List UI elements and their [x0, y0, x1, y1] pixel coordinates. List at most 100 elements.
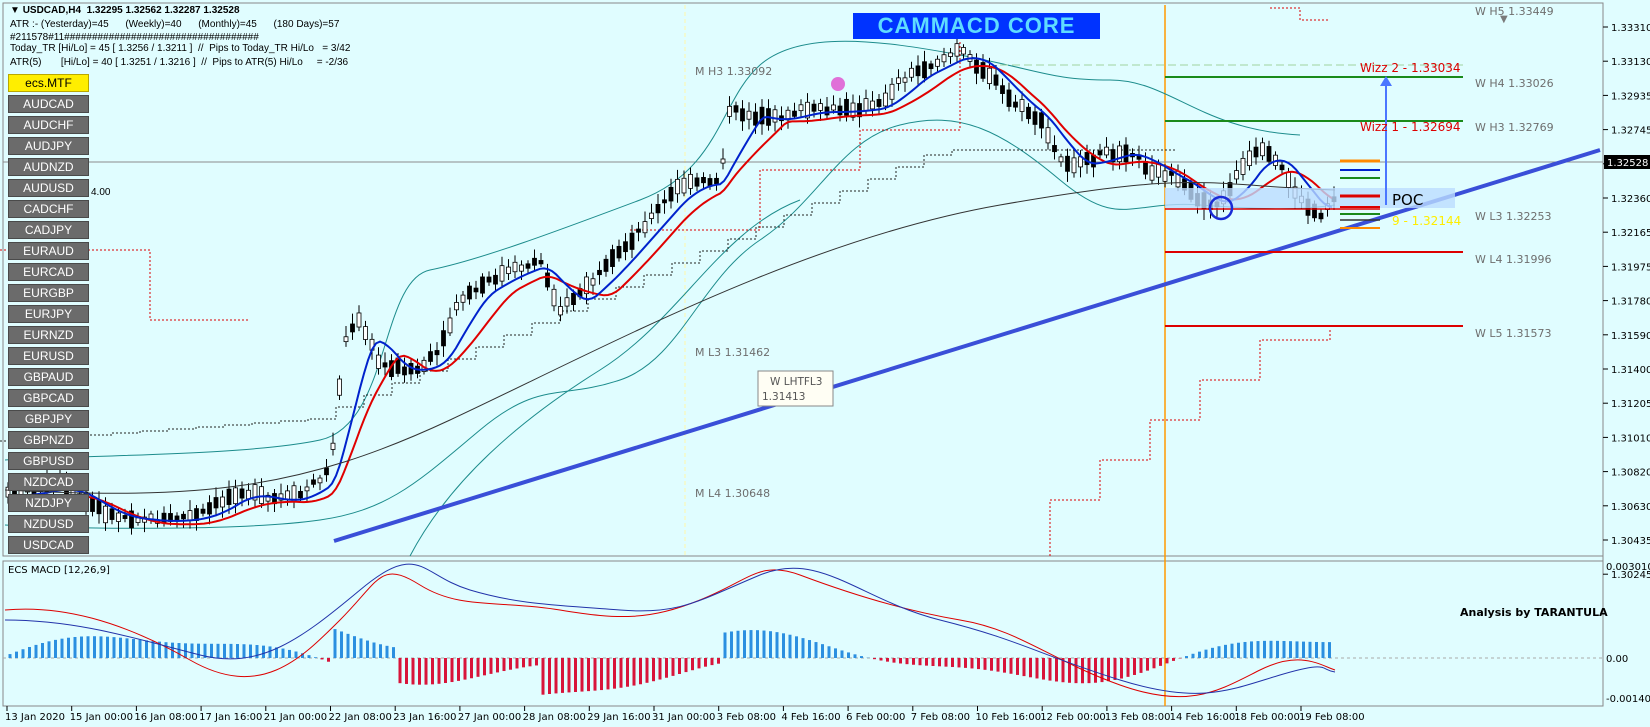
price-tick: 1.32745	[1611, 126, 1650, 137]
w-h5-label: W H5 1.33449	[1475, 5, 1554, 18]
time-tick: 6 Feb 00:00	[846, 712, 905, 723]
current-price-tag	[1604, 155, 1650, 169]
m-h3-label: M H3 1.33092	[695, 65, 772, 78]
sidebar-item-eurusd[interactable]: EURUSD	[8, 347, 89, 365]
sidebar-item-cadchf[interactable]: CADCHF	[8, 200, 89, 218]
bollinger-bands	[4, 40, 1336, 557]
time-axis[interactable]: 13 Jan 2020 15 Jan 00:00 16 Jan 08:00 17 Ja…	[5, 706, 1365, 723]
sidebar-item-audcad[interactable]: AUDCAD	[8, 95, 89, 113]
separator-line: #211578#11##############################…	[10, 32, 259, 43]
time-tick: 4 Feb 16:00	[781, 712, 840, 723]
atr-line: ATR :- (Yesterday)=45 (Weekly)=40 (Month…	[10, 19, 340, 30]
sidebar-item-audchf[interactable]: AUDCHF	[8, 116, 89, 134]
price-tick: 1.32165	[1611, 228, 1650, 239]
price-tick: 1.33130	[1611, 57, 1650, 68]
pivot-steps	[0, 7, 1331, 556]
time-tick: 19 Feb 08:00	[1299, 712, 1365, 723]
price-tick: 1.32935	[1611, 91, 1650, 102]
price-tick: 1.31400	[1611, 365, 1650, 376]
sidebar-item-nzdusd[interactable]: NZDUSD	[8, 515, 89, 533]
m-l4-label: M L4 1.30648	[695, 487, 770, 500]
scroll-arrow-icon[interactable]: ▼	[1500, 14, 1508, 25]
macd-title: ECS MACD [12,26,9]	[8, 565, 110, 576]
time-tick: 16 Jan 08:00	[134, 712, 197, 723]
today-tr-line: Today_TR [Hi/Lo] = 45 [ 1.3256 / 1.3211 …	[10, 43, 351, 54]
time-tick: 18 Feb 00:00	[1234, 712, 1300, 723]
pink-dot	[831, 77, 845, 91]
sidebar-item-euraud[interactable]: EURAUD	[8, 242, 89, 260]
time-tick: 23 Jan 16:00	[393, 712, 456, 723]
time-tick: 31 Jan 00:00	[652, 712, 715, 723]
sidebar-item-gbpusd[interactable]: GBPUSD	[8, 452, 89, 470]
sidebar-item-audusd[interactable]: AUDUSD	[8, 179, 89, 197]
price-tick: 1.30245	[1611, 570, 1650, 581]
time-tick: 14 Feb 16:00	[1170, 712, 1236, 723]
w-l5-label: W L5 1.31573	[1475, 327, 1551, 340]
sidebar-item-audjpy[interactable]: AUDJPY	[8, 137, 89, 155]
sidebar-item-eurcad[interactable]: EURCAD	[8, 263, 89, 281]
macd-axis-bottom: -0.001404	[1606, 694, 1650, 705]
sidebar-item-gbpcad[interactable]: GBPCAD	[8, 389, 89, 407]
macd-axis-zero: 0.00	[1606, 654, 1628, 665]
time-tick: 21 Jan 00:00	[264, 712, 327, 723]
price-tick: 1.33310	[1611, 23, 1650, 34]
sidebar-item-audnzd[interactable]: AUDNZD	[8, 158, 89, 176]
time-tick: 13 Jan 2020	[5, 712, 65, 723]
wizz2-label: Wizz 2 - 1.33034	[1360, 61, 1461, 75]
dropdown-icon[interactable]: ▼	[10, 5, 23, 16]
macd-histogram	[8, 629, 1331, 695]
sidebar-item-gbpaud[interactable]: GBPAUD	[8, 368, 89, 386]
lhtfl3-label: W LHTFL3	[770, 376, 822, 388]
atr5-line: ATR(5) [Hi/Lo] = 40 [ 1.3251 / 1.3216 ] …	[10, 57, 349, 68]
trendline[interactable]	[333, 148, 1601, 543]
w-h4-label: W H4 1.33026	[1475, 77, 1554, 90]
time-tick: 17 Jan 16:00	[199, 712, 262, 723]
price-tick: 1.30630	[1611, 502, 1650, 513]
time-tick: 22 Jan 08:00	[329, 712, 392, 723]
time-tick: 7 Feb 08:00	[911, 712, 970, 723]
macd-axis-top: 0.0030106	[1606, 562, 1650, 573]
sidebar-item-eurnzd[interactable]: EURNZD	[8, 326, 89, 344]
time-tick: 10 Feb 16:00	[976, 712, 1042, 723]
time-tick: 3 Feb 08:00	[717, 712, 776, 723]
time-tick: 28 Jan 08:00	[523, 712, 586, 723]
price-tick: 1.31205	[1611, 399, 1650, 410]
symbol-header: ▼ USDCAD,H4 1.32295 1.32562 1.32287 1.32…	[10, 5, 240, 16]
symbol-line: USDCAD,H4 1.32295 1.32562 1.32287 1.3252…	[22, 5, 240, 16]
sidebar-item-cadjpy[interactable]: CADJPY	[8, 221, 89, 239]
banner-title: CAMMACD CORE	[853, 13, 1100, 39]
time-tick: 13 Feb 08:00	[1105, 712, 1171, 723]
circle-marker	[1208, 195, 1234, 221]
current-price-text: 1.32528	[1607, 158, 1648, 169]
price-tick: 1.30820	[1611, 468, 1650, 479]
analysis-credit: Analysis by TARANTULA	[1460, 606, 1608, 619]
poc-zone	[1165, 188, 1455, 208]
price-tick: 1.31780	[1611, 297, 1650, 308]
price-tick: 1.32360	[1611, 194, 1650, 205]
sidebar-item-ecs-mtf[interactable]: ecs.MTF	[8, 74, 89, 92]
sidebar-item-eurgbp[interactable]: EURGBP	[8, 284, 89, 302]
price-tick: 1.31590	[1611, 331, 1650, 342]
lhtfl3-box	[757, 370, 834, 407]
price-tick: 1.30435	[1611, 536, 1650, 547]
sidebar-item-gbpnzd[interactable]: GBPNZD	[8, 431, 89, 449]
price-tick: 1.31975	[1611, 262, 1650, 273]
time-tick: 12 Feb 00:00	[1040, 712, 1106, 723]
sidebar-item-eurjpy[interactable]: EURJPY	[8, 305, 89, 323]
lhtfl3-value: 1.31413	[762, 391, 805, 403]
sidebar-item-gbpjpy[interactable]: GBPJPY	[8, 410, 89, 428]
sidebar-item-nzdjpy[interactable]: NZDJPY	[8, 494, 89, 512]
time-tick: 15 Jan 00:00	[70, 712, 133, 723]
w-h3-label: W H3 1.32769	[1475, 121, 1554, 134]
moving-averages	[4, 57, 1336, 526]
sidebar-item-nzdcad[interactable]: NZDCAD	[8, 473, 89, 491]
w-l4-label: W L4 1.31996	[1475, 253, 1551, 266]
wizz1-label: Wizz 1 - 1.32694	[1360, 120, 1461, 134]
w-l3-label: W L3 1.32253	[1475, 210, 1551, 223]
wizz-low-label: 9 - 1.32144	[1392, 214, 1461, 228]
sidebar-item-usdcad[interactable]: USDCAD	[8, 536, 89, 554]
small-value: 4.00	[91, 187, 111, 198]
macd-lines	[4, 563, 1336, 698]
m-l3-label: M L3 1.31462	[695, 346, 770, 359]
